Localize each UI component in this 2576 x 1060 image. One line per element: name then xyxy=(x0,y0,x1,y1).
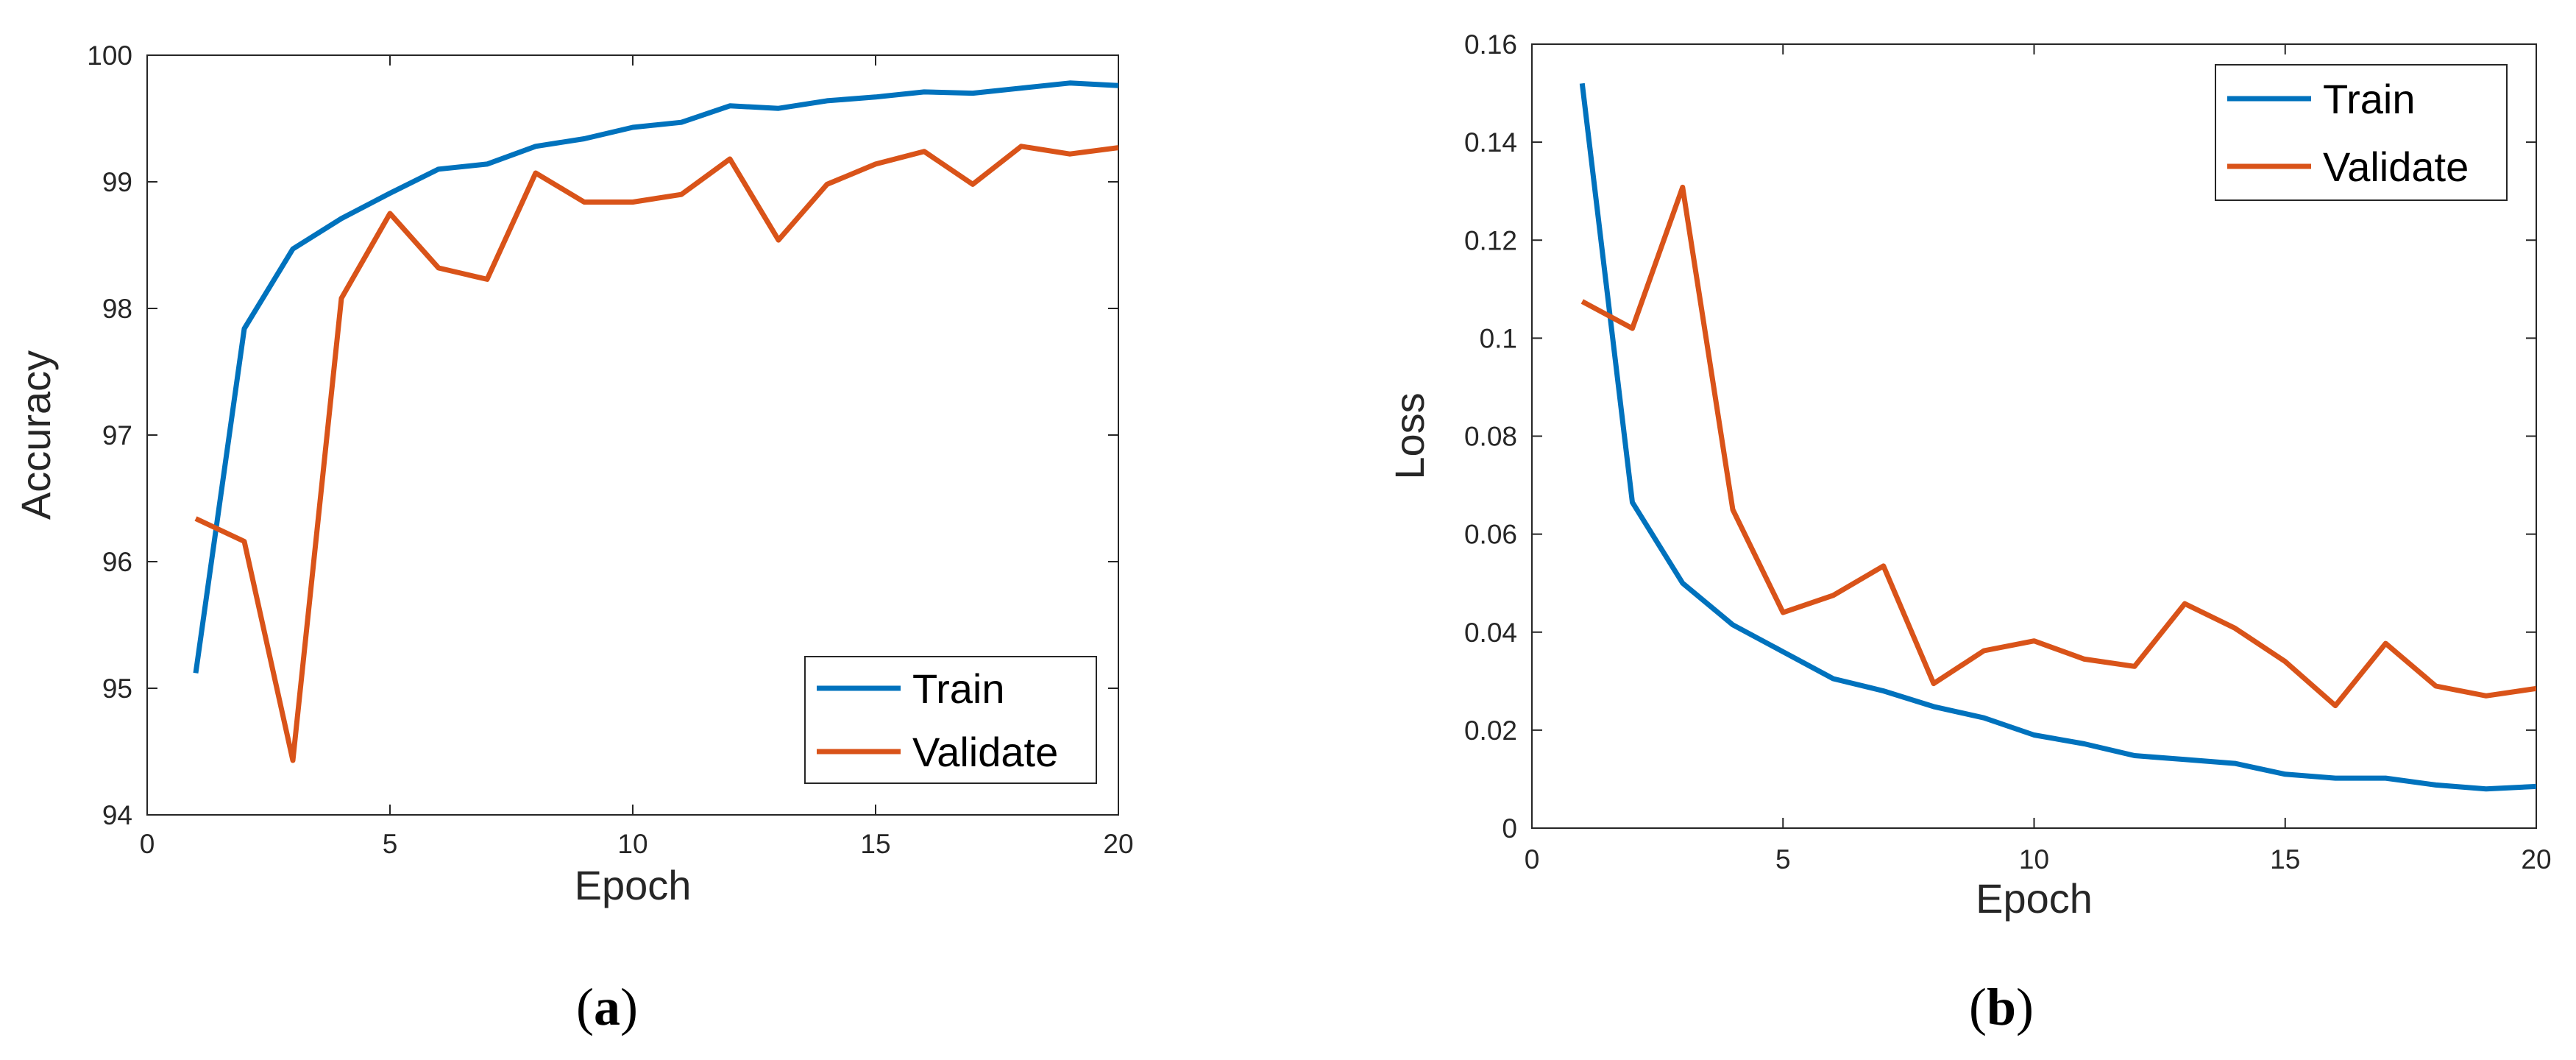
legend-box xyxy=(804,656,1097,784)
y-tick-label: 95 xyxy=(102,674,132,704)
series-line-validate xyxy=(194,144,1118,763)
panel-caption: (a) xyxy=(576,978,638,1036)
y-tick-label: 0.12 xyxy=(1464,225,1517,255)
series-line-validate xyxy=(1580,184,2536,709)
y-tick-label: 0.06 xyxy=(1464,520,1517,550)
panel-a-accuracy-chart: 0 5 10 15 20 94 95 96 97 98 99 100 Epoch Accuracy Trai… xyxy=(13,40,1134,1036)
x-tick-label: 10 xyxy=(617,829,647,859)
x-tick-label: 5 xyxy=(383,829,398,859)
x-tick-label: 5 xyxy=(1775,844,1791,875)
y-tick-label: 94 xyxy=(102,800,132,830)
x-tick-label: 20 xyxy=(1103,829,1133,859)
x-axis-label: Epoch xyxy=(575,862,692,908)
y-tick-label: 0 xyxy=(1502,813,1517,844)
panel-caption: (b) xyxy=(1969,978,2034,1036)
y-tick-label: 98 xyxy=(102,294,132,324)
legend-box xyxy=(2215,64,2508,201)
y-tick-label: 97 xyxy=(102,420,132,451)
y-tick-label: 99 xyxy=(102,167,132,197)
y-tick-label: 0.04 xyxy=(1464,618,1517,648)
y-tick-label: 0.08 xyxy=(1464,422,1517,452)
legend-label-train: Train xyxy=(912,665,1005,712)
y-tick-label: 96 xyxy=(102,547,132,577)
series-line-train xyxy=(1579,82,2536,792)
legend-label-train: Train xyxy=(2323,76,2416,122)
x-tick-label: 20 xyxy=(2521,844,2551,875)
series-line-train xyxy=(193,80,1118,674)
legend-label-validate: Validate xyxy=(2323,144,2469,190)
y-tick-label: 0.14 xyxy=(1464,127,1517,158)
legend-label-validate: Validate xyxy=(912,729,1058,775)
panel-b-loss-chart: 0 5 10 15 20 0 0.02 0.04 0.06 0.08 0.1 0.12 0.14 0.16… xyxy=(1386,29,2552,1036)
x-tick-label: 15 xyxy=(860,829,890,859)
x-tick-label: 0 xyxy=(1525,844,1540,875)
y-tick-label: 0.1 xyxy=(1480,323,1517,353)
y-axis-label: Accuracy xyxy=(13,350,59,520)
x-axis-label: Epoch xyxy=(1976,875,2093,922)
y-tick-label: 0.02 xyxy=(1464,716,1517,746)
y-tick-label: 100 xyxy=(87,40,132,71)
y-axis-label: Loss xyxy=(1386,392,1433,479)
y-tick-label: 0.16 xyxy=(1464,29,1517,60)
x-tick-label: 0 xyxy=(140,829,155,859)
x-tick-label: 10 xyxy=(2019,844,2049,875)
x-tick-label: 15 xyxy=(2270,844,2300,875)
